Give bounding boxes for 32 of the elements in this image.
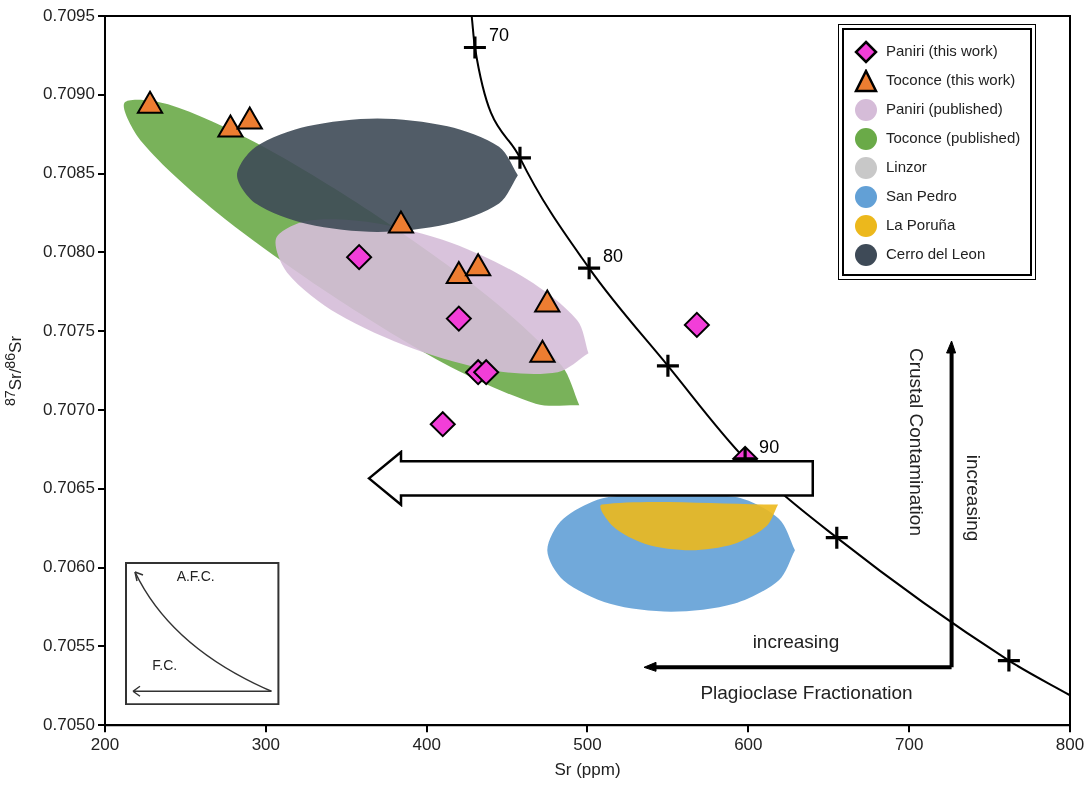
legend-label: La Poruña [886,216,956,233]
y-tick-label: 0.7065 [43,478,95,498]
legend-label: San Pedro [886,187,957,204]
x-tick-label: 300 [251,735,281,755]
x-tick-label: 800 [1055,735,1085,755]
y-tick-label: 0.7085 [43,163,95,183]
y-tick-label: 0.7075 [43,320,95,340]
legend-label: Toconce (this work) [886,71,1016,88]
annotation: increasing [962,453,986,544]
annotation: F.C. [151,655,179,675]
x-tick-label: 200 [90,735,120,755]
legend-label: Paniri (published) [886,100,1003,117]
x-tick-label: 400 [412,735,441,755]
legend-label: Paniri (this work) [886,42,998,59]
y-tick-label: 0.7080 [43,242,95,262]
legend-label: Cerro del Leon [886,245,986,262]
y-tick-label: 0.7095 [43,5,95,25]
x-tick-label: 500 [573,735,602,755]
y-tick-label: 0.7050 [43,714,95,734]
x-axis-title: Sr (ppm) [554,760,621,780]
legend-label: Toconce (published) [886,129,1021,146]
y-tick-label: 0.7070 [43,399,95,419]
legend-label: Linzor [886,158,927,175]
y-tick-label: 0.7090 [43,84,95,104]
annotation: 70 [488,25,509,46]
y-tick-label: 0.7060 [43,557,95,577]
x-tick-label: 700 [894,735,924,755]
annotation: A.F.C. [175,567,216,587]
y-tick-label: 0.7055 [43,636,95,656]
annotation: 80 [603,246,624,267]
annotation: Plagioclase Fractionation [699,681,914,706]
x-tick-label: 600 [734,735,763,755]
